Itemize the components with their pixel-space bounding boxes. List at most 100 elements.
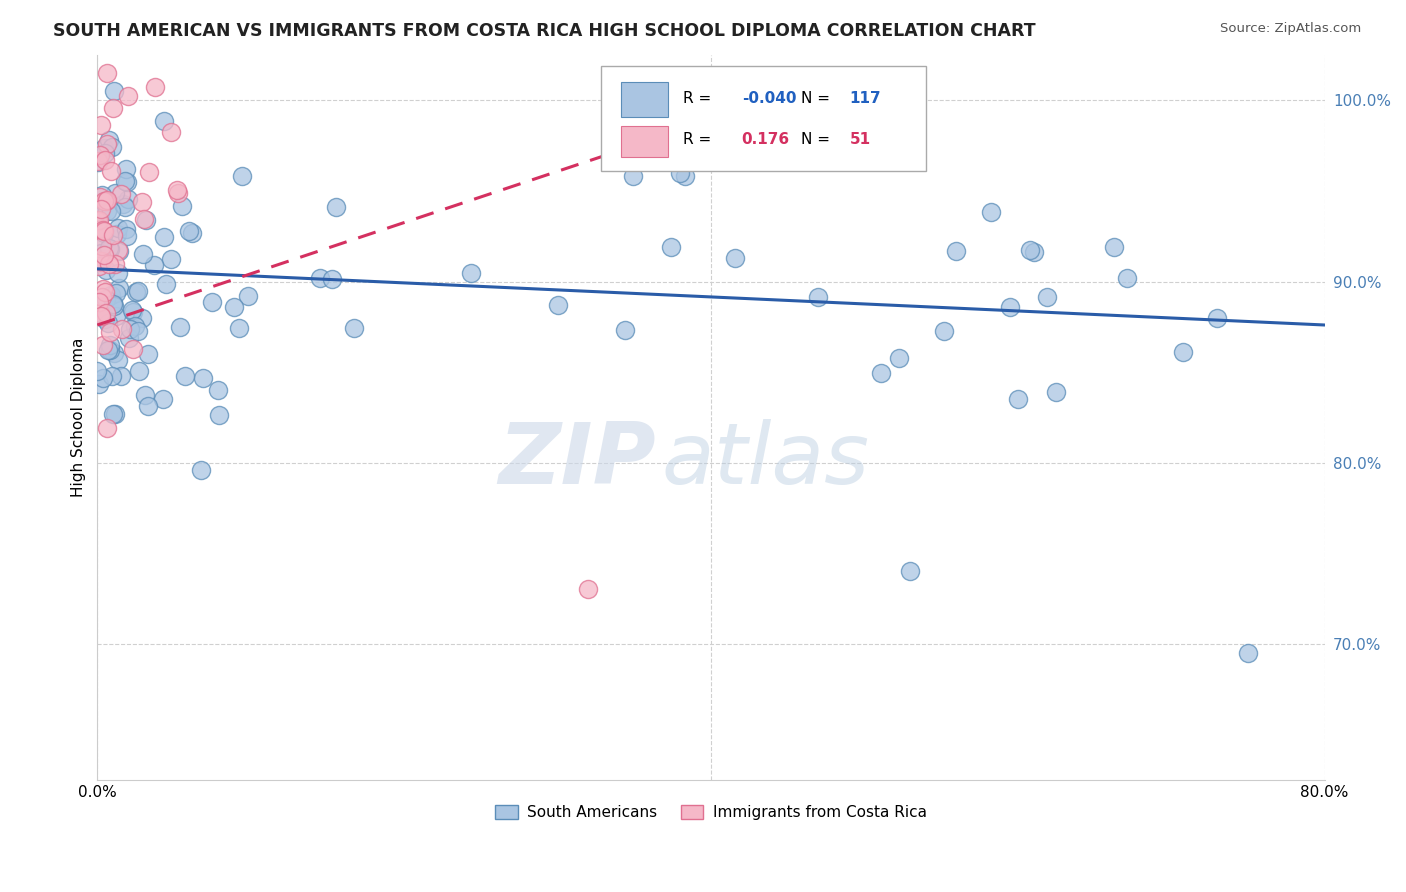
Point [152,392,174,407]
Point [98,242,121,256]
Point [576,582,599,597]
Point [98,325,121,339]
Text: 51: 51 [849,132,870,147]
Point [100,287,122,301]
Point [614,323,637,337]
Point [96,66,118,80]
Point [90,290,112,304]
Point [118,322,141,336]
Point [107,244,129,259]
Point [1036,290,1059,304]
Text: R =: R = [683,91,711,106]
Point [90,309,112,323]
Point [228,321,250,335]
Point [86,364,108,378]
Point [124,285,146,299]
Point [97,241,120,255]
Point [101,228,124,243]
Point [103,346,125,360]
Point [98,133,121,147]
Point [460,266,482,280]
Point [91,338,114,352]
Point [105,309,128,323]
Point [121,303,143,318]
Point [887,351,910,365]
Point [107,353,129,368]
Point [89,190,111,204]
Point [131,194,153,209]
Text: N =: N = [800,132,830,147]
Point [89,213,111,227]
Point [160,252,183,266]
Text: 0.0%: 0.0% [77,785,117,800]
Point [136,346,159,360]
Point [155,277,177,291]
Point [117,192,139,206]
Point [96,293,118,307]
Point [661,239,683,253]
Point [87,155,110,169]
Point [114,174,136,188]
Point [96,204,118,219]
Point [93,141,115,155]
Point [90,255,112,269]
Point [127,284,149,298]
Point [101,369,124,384]
Point [177,224,200,238]
Point [190,462,212,476]
Point [124,319,146,334]
Point [115,175,138,189]
Text: -0.040: -0.040 [742,91,796,106]
Point [673,169,696,184]
Point [152,113,174,128]
Point [122,342,145,356]
Point [980,205,1002,219]
Text: 80.0%: 80.0% [1301,785,1348,800]
Point [238,289,260,303]
Bar [621,82,668,117]
Point [138,165,160,179]
Point [104,285,127,300]
Point [90,118,112,132]
Point [96,136,118,151]
Text: N =: N = [800,91,830,106]
Point [107,243,129,257]
Point [89,254,111,268]
Point [132,211,155,226]
Point [104,186,127,200]
Point [98,257,121,271]
Point [89,148,111,162]
Point [343,320,366,334]
Point [807,290,830,304]
Point [98,343,121,357]
Point [97,316,120,330]
Point [101,140,124,154]
Point [658,111,681,125]
Point [107,267,129,281]
Point [87,294,110,309]
Point [89,209,111,223]
Point [87,214,110,228]
Point [91,222,114,236]
Point [174,368,197,383]
Point [166,183,188,197]
Point [1045,384,1067,399]
Text: SOUTH AMERICAN VS IMMIGRANTS FROM COSTA RICA HIGH SCHOOL DIPLOMA CORRELATION CHA: SOUTH AMERICAN VS IMMIGRANTS FROM COSTA … [53,22,1036,40]
Point [91,371,114,385]
Point [900,564,922,578]
Point [94,194,117,208]
Text: Source: ZipAtlas.com: Source: ZipAtlas.com [1220,22,1361,36]
Point [90,202,112,217]
Point [114,162,136,177]
Point [143,258,166,272]
Point [87,223,110,237]
Point [90,221,112,235]
Point [143,79,166,94]
Point [135,213,157,227]
Point [547,298,569,312]
Point [1018,243,1040,257]
Point [98,337,121,351]
Point [1022,245,1045,260]
Point [103,299,125,313]
Text: 117: 117 [849,91,882,106]
